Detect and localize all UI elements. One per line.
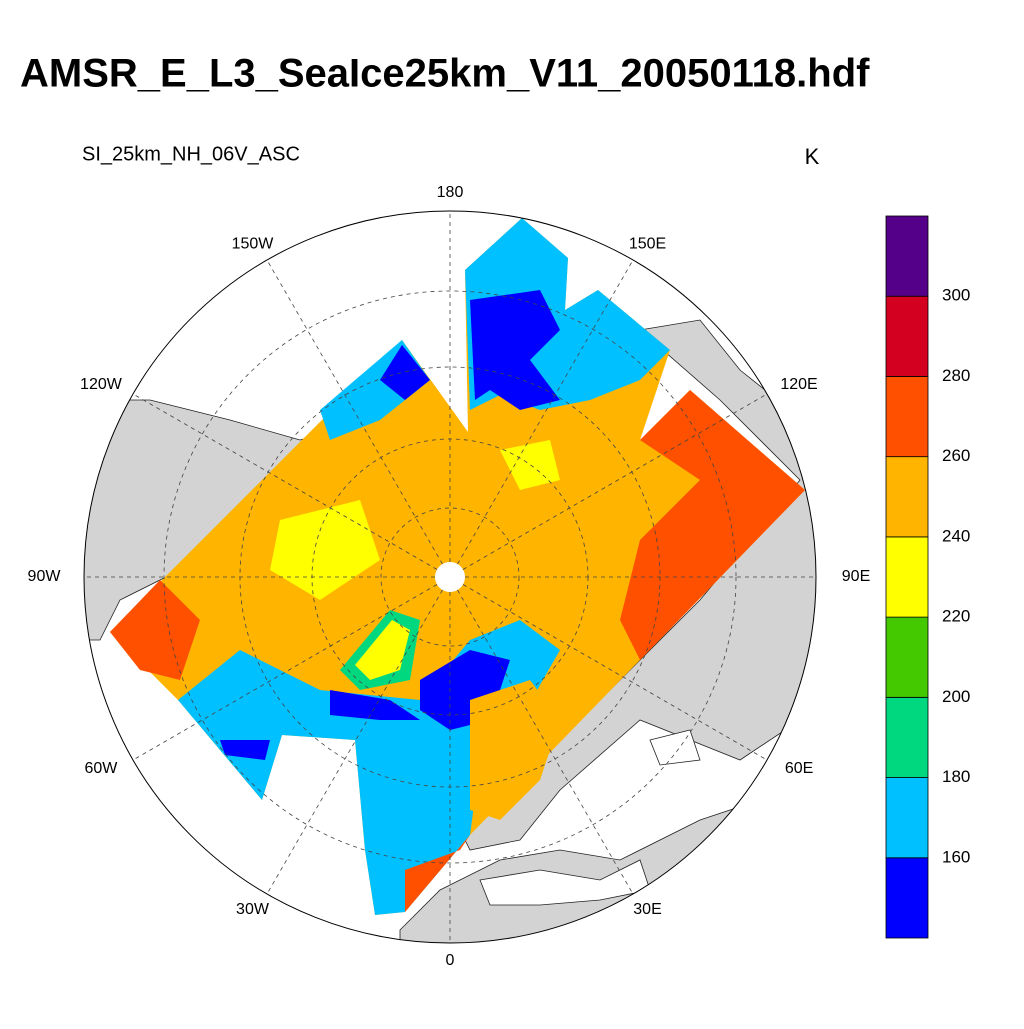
meridian (266, 259, 443, 565)
colorbar-label: 220 (942, 607, 970, 626)
units: K (805, 144, 820, 169)
lon-label: 30W (236, 901, 270, 918)
lon-label: 180 (437, 184, 464, 201)
lon-label: 60E (785, 760, 813, 777)
map-border (83, 210, 817, 944)
colorbar-box (885, 456, 929, 538)
colorbar-label: 280 (942, 366, 970, 385)
lon-label: 120W (80, 376, 123, 393)
title: AMSR_E_L3_SeaIce25km_V11_20050118.hdf (20, 52, 870, 96)
lon-label: 150E (629, 236, 666, 253)
lon-label: 150W (232, 236, 275, 253)
colorbar-label: 180 (942, 767, 970, 786)
colorbar-label: 300 (942, 286, 970, 305)
meridian (457, 589, 634, 895)
lon-label: 90E (842, 568, 870, 585)
colorbar: 160 180 200 220 240 260 280 300 (885, 215, 970, 939)
colorbar-box (885, 295, 929, 377)
colorbar-box (885, 536, 929, 618)
lon-label: 60W (84, 760, 118, 777)
lon-label: 0 (446, 952, 455, 969)
pole-hole (435, 562, 465, 592)
colorbar-label: 260 (942, 446, 970, 465)
meridian (462, 584, 768, 761)
field (110, 218, 805, 915)
subtitle: SI_25km_NH_06V_ASC (82, 143, 300, 165)
colorbar-box (885, 215, 929, 297)
colorbar-box (885, 376, 929, 458)
lon-label: 30E (633, 901, 661, 918)
lon-label: 120E (780, 376, 817, 393)
meridian (462, 393, 768, 570)
meridian (132, 584, 438, 761)
colorbar-label: 200 (942, 687, 970, 706)
colorbar-label: 240 (942, 526, 970, 545)
colorbar-box (885, 696, 929, 778)
map (84, 211, 816, 943)
colorbar-box (885, 777, 929, 859)
lon-label: 90W (28, 568, 62, 585)
meridian (457, 259, 634, 565)
colorbar-box (885, 857, 929, 939)
graticule (84, 211, 816, 943)
colorbar-box (885, 616, 929, 698)
meridian (132, 393, 438, 570)
colorbar-label: 160 (942, 847, 970, 866)
meridian (266, 589, 443, 895)
water-bodies (479, 729, 701, 906)
